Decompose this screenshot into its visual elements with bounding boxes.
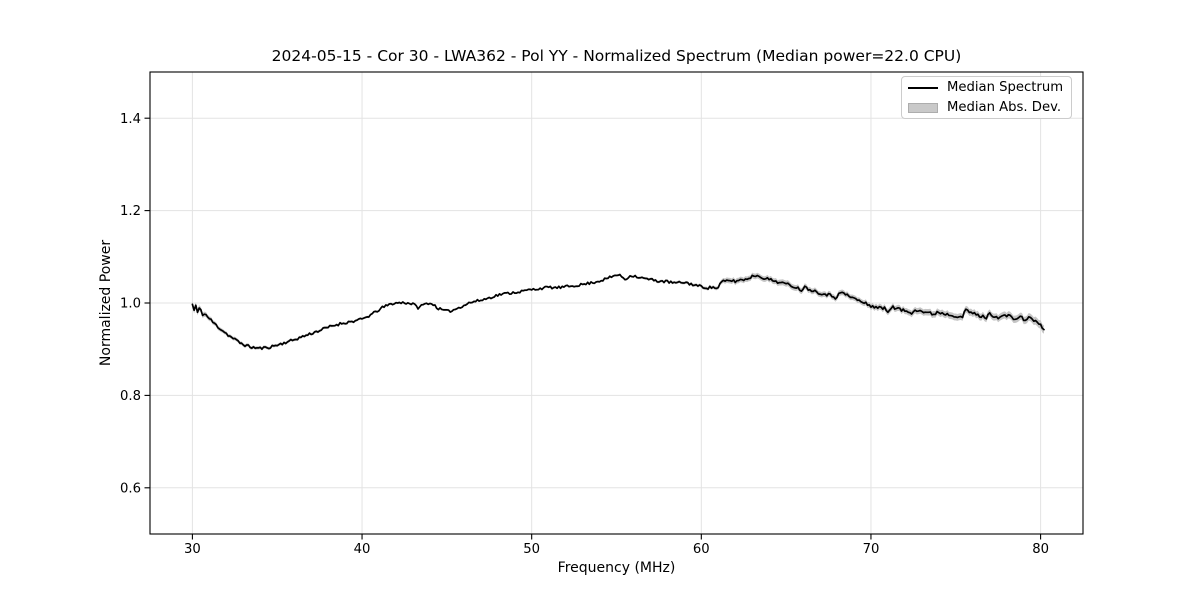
y-tick-label: 0.8 (120, 389, 141, 404)
legend-entry-median-spectrum: Median Spectrum (908, 78, 1071, 97)
x-tick-label: 50 (523, 542, 540, 557)
y-tick-label: 1.4 (120, 112, 141, 127)
x-tick-label: 40 (354, 542, 371, 557)
legend-label-median-abs-dev: Median Abs. Dev. (947, 100, 1061, 115)
plot-title: 2024-05-15 - Cor 30 - LWA362 - Pol YY - … (150, 48, 1083, 65)
x-tick-label: 70 (863, 542, 880, 557)
y-tick-label: 0.6 (120, 481, 141, 496)
x-tick-label: 80 (1032, 542, 1049, 557)
line-swatch-icon (908, 87, 938, 89)
x-tick-label: 60 (693, 542, 710, 557)
x-axis-label: Frequency (MHz) (150, 560, 1083, 576)
legend-label-median-spectrum: Median Spectrum (947, 80, 1063, 95)
y-tick-label: 1.0 (120, 297, 141, 312)
y-tick-label: 1.2 (120, 204, 141, 219)
legend-entry-median-abs-dev: Median Abs. Dev. (908, 98, 1071, 117)
legend: Median Spectrum Median Abs. Dev. (901, 76, 1072, 119)
patch-swatch-icon (908, 103, 938, 113)
y-axis-label: Normalized Power (98, 240, 114, 366)
x-tick-label: 30 (184, 542, 201, 557)
median-spectrum-line (192, 275, 1044, 350)
